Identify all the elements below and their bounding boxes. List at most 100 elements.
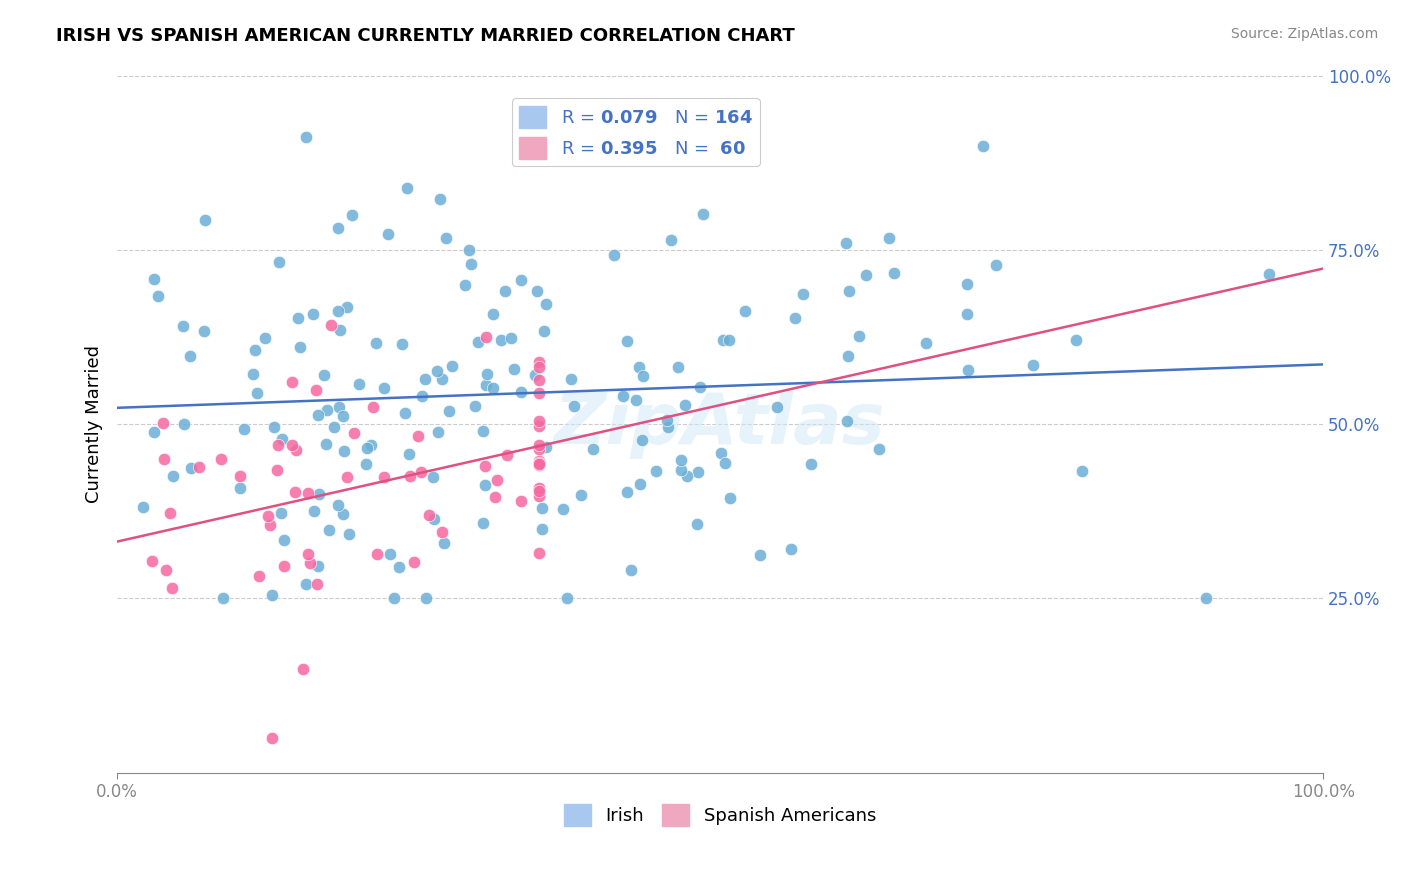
Point (422, 511, 444, 525)
Point (510, 273, 533, 287)
Point (242, 367, 264, 381)
Point (426, 364, 449, 378)
Point (297, 486, 319, 500)
Point (529, 418, 551, 433)
Point (855, 268, 877, 283)
Point (429, 192, 451, 206)
Point (734, 304, 756, 318)
Point (582, 442, 605, 457)
Point (714, 456, 737, 470)
Point (567, 106, 589, 120)
Point (305, 383, 328, 397)
Point (328, 323, 350, 337)
Point (336, 469, 359, 483)
Point (666, 359, 689, 374)
Point (529, 546, 551, 560)
Point (398, 448, 420, 462)
Point (529, 373, 551, 387)
Point (749, 548, 772, 562)
Point (301, 307, 323, 321)
Point (430, 372, 453, 386)
Point (533, 324, 555, 338)
Point (956, 307, 979, 321)
Point (247, 569, 270, 583)
Point (254, 331, 277, 345)
Point (314, 368, 336, 382)
Point (434, 231, 457, 245)
Point (527, 489, 550, 503)
Point (783, 310, 806, 325)
Point (616, 485, 638, 500)
Point (529, 483, 551, 498)
Point (319, 318, 342, 333)
Point (837, 349, 859, 363)
Point (152, 416, 174, 430)
Point (631, 368, 654, 383)
Point (529, 481, 551, 495)
Point (194, 213, 217, 227)
Point (453, 277, 475, 292)
Point (141, 554, 163, 568)
Point (475, 368, 498, 382)
Point (377, 227, 399, 241)
Point (297, 547, 319, 561)
Point (294, 129, 316, 144)
Point (689, 380, 711, 394)
Point (263, 420, 285, 434)
Point (308, 487, 330, 501)
Point (366, 547, 388, 561)
Point (292, 662, 315, 676)
Point (529, 386, 551, 401)
Point (675, 398, 697, 412)
Point (534, 297, 557, 311)
Point (688, 465, 710, 479)
Point (148, 288, 170, 302)
Point (686, 516, 709, 531)
Y-axis label: Currently Married: Currently Married (86, 345, 103, 503)
Point (187, 459, 209, 474)
Point (288, 340, 311, 354)
Point (868, 442, 890, 456)
Point (986, 258, 1008, 272)
Point (530, 501, 553, 516)
Point (302, 504, 325, 518)
Point (529, 454, 551, 468)
Point (837, 414, 859, 428)
Point (172, 318, 194, 333)
Point (315, 403, 337, 417)
Point (718, 491, 741, 505)
Point (457, 243, 479, 257)
Point (143, 425, 166, 440)
Point (406, 429, 429, 443)
Point (562, 400, 585, 414)
Point (295, 577, 318, 591)
Point (246, 386, 269, 401)
Point (179, 349, 201, 363)
Point (318, 523, 340, 537)
Point (152, 451, 174, 466)
Point (717, 334, 740, 348)
Point (411, 389, 433, 403)
Point (132, 500, 155, 514)
Point (280, 438, 302, 452)
Point (957, 362, 980, 376)
Point (589, 113, 612, 128)
Point (877, 231, 900, 245)
Point (669, 463, 692, 477)
Point (262, 731, 284, 745)
Point (323, 420, 346, 434)
Point (501, 330, 523, 344)
Point (162, 469, 184, 483)
Point (503, 362, 526, 376)
Point (766, 401, 789, 415)
Point (256, 508, 278, 523)
Point (211, 591, 233, 606)
Point (332, 443, 354, 458)
Point (460, 257, 482, 271)
Point (471, 516, 494, 530)
Point (337, 527, 360, 541)
Point (343, 425, 366, 440)
Point (628, 477, 651, 491)
Point (620, 562, 643, 576)
Point (433, 535, 456, 549)
